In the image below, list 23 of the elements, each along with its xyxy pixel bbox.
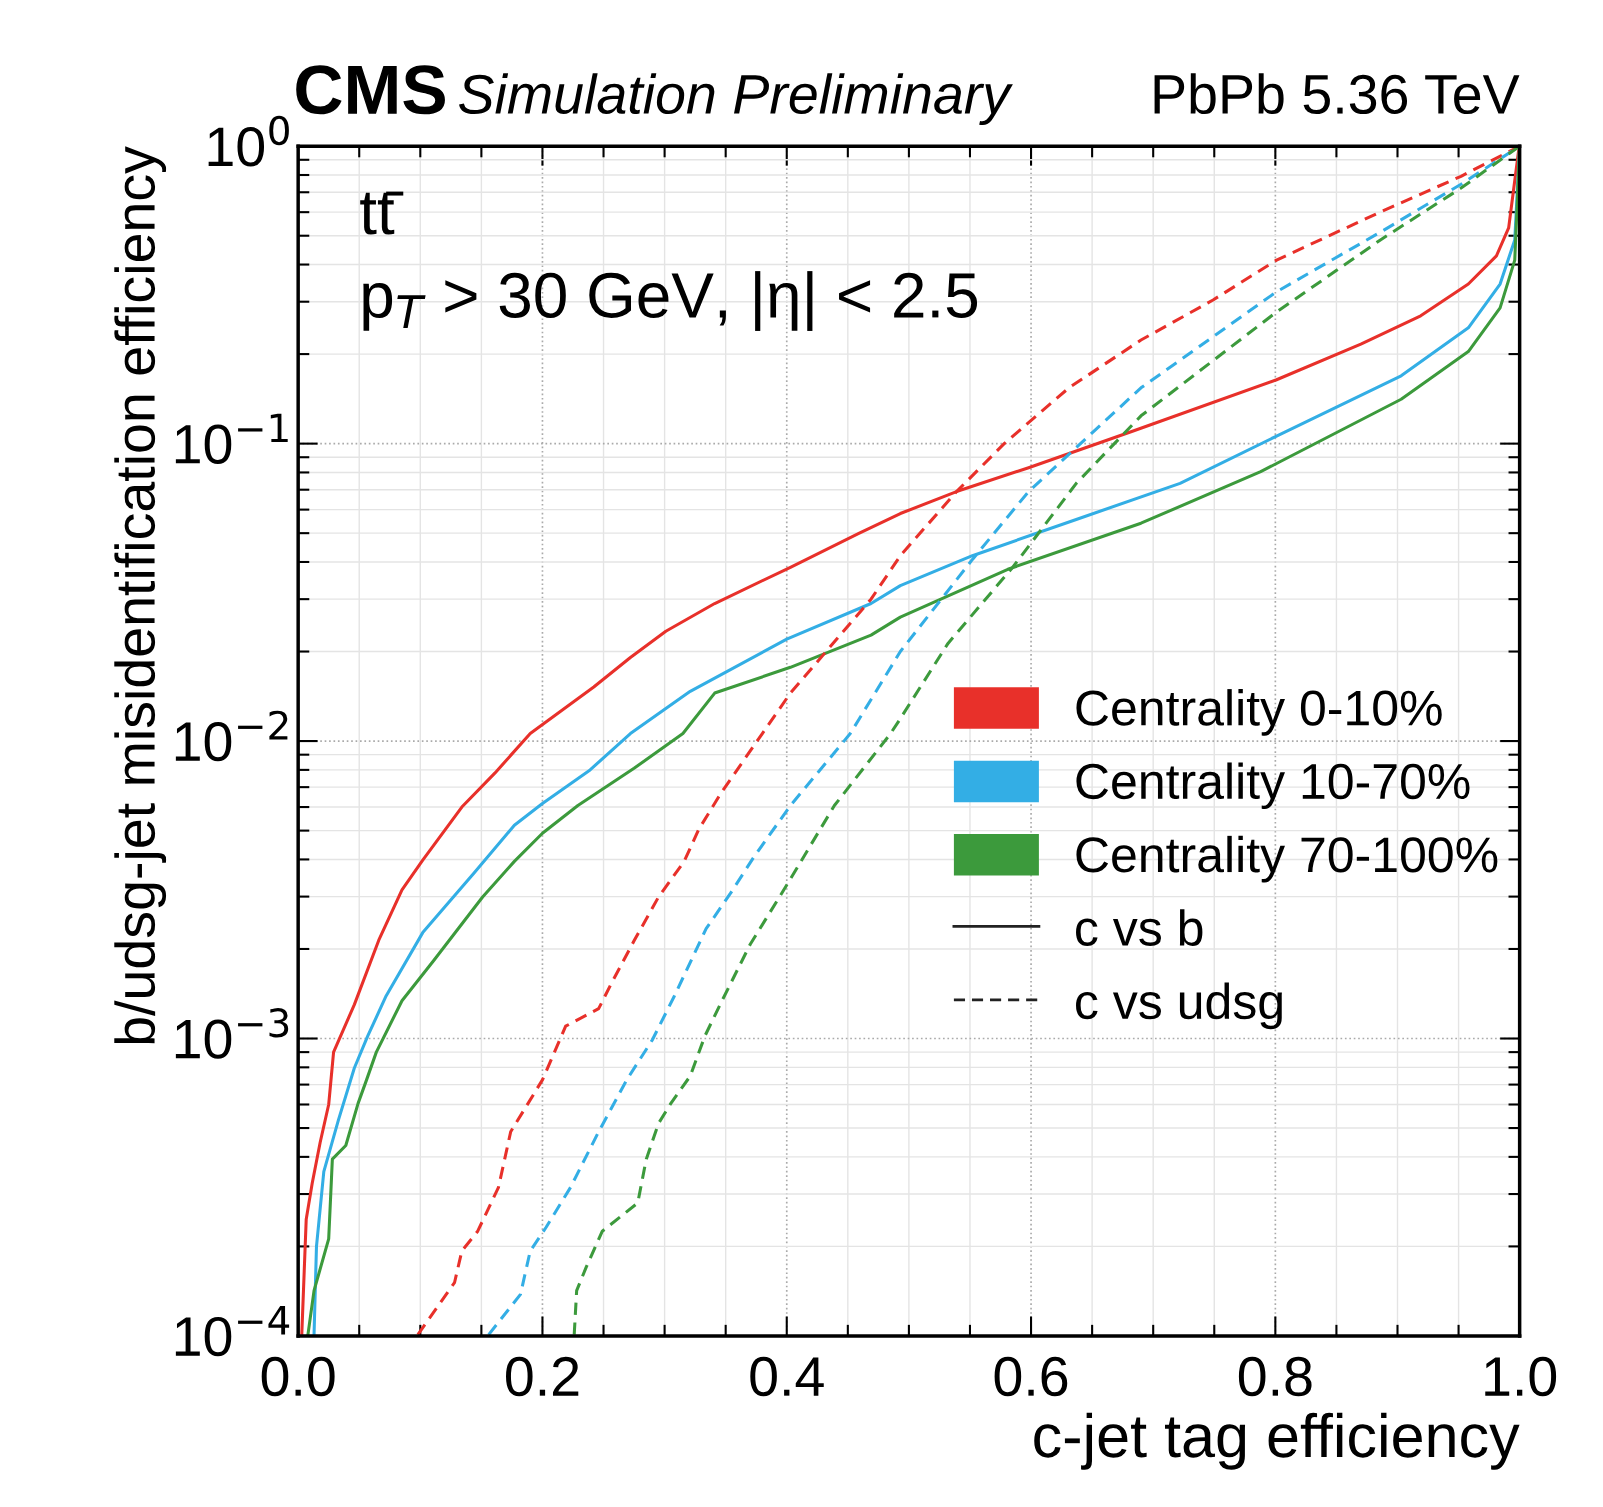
annotation: c vs udsg [1076, 982, 1282, 1030]
x-tick-label: 0.2 [506, 1356, 579, 1397]
y-tick-label: 10$^{−1}$ [175, 413, 288, 464]
x-tick-label: 0.4 [750, 1356, 824, 1397]
legend-label: Centrality 10-70% [1076, 762, 1470, 810]
text: PbPb 5.36 TeV [1154, 73, 1520, 115]
y-tick-label: 10$^{−2}$ [175, 710, 288, 762]
annotation: tt̄ [360, 191, 404, 235]
y-tick-label: 10$^{−4}$ [175, 1306, 290, 1357]
legend-label: Centrality 0-10% [1076, 689, 1442, 736]
x-tick-label: 0.0 [261, 1356, 335, 1397]
y-tick-label: 10$^{−3}$ [175, 1008, 289, 1059]
x-tick-label: 1.0 [1485, 1356, 1557, 1397]
annotation: p$_{T}$ > 30 GeV, |η| < 2.5 [363, 271, 978, 331]
x-tick-label: 0.8 [1238, 1356, 1312, 1397]
chart-title: CMS [296, 65, 445, 115]
x-tick-label: 0.6 [994, 1356, 1068, 1397]
y-axis-title: b/udsg-jet misidentification efficiency [114, 146, 167, 1044]
x-axis-title: c-jet tag efficiency [1034, 1412, 1520, 1470]
chart-subtitle: Simulation Preliminary [459, 73, 1013, 126]
annotation: c vs b [1076, 909, 1203, 946]
y-tick-label: 10$^{0}$ [208, 115, 289, 167]
legend-label: Centrality 70-100% [1076, 835, 1498, 883]
